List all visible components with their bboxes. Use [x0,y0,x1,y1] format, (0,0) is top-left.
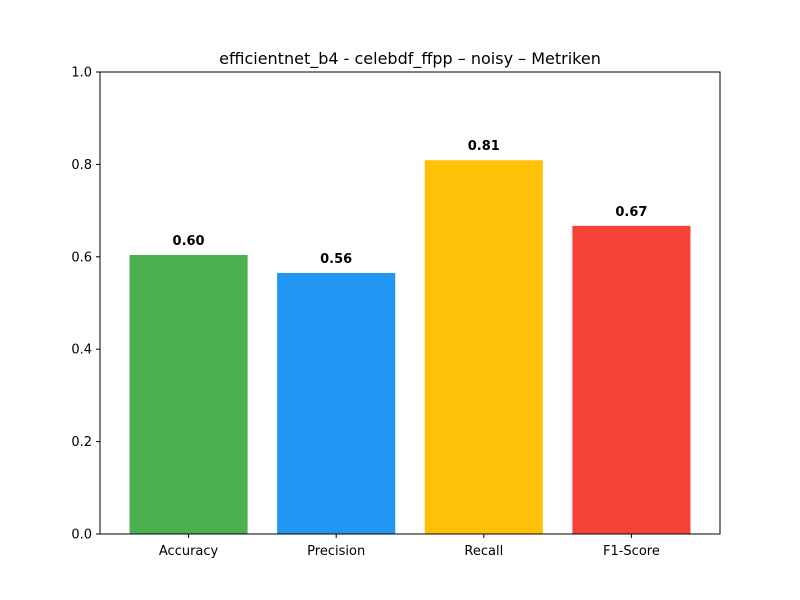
x-tick-label: F1-Score [603,544,660,559]
y-tick-label: 0.4 [71,343,92,358]
bar-recall [424,160,543,534]
bar-precision [277,272,396,534]
bar-f1-score [572,225,691,534]
x-axis: Accuracy Precision Recall F1-Score [159,534,660,559]
y-tick-label: 0.0 [71,528,92,543]
data-label: 0.81 [468,139,500,154]
bar-accuracy [129,254,248,534]
x-tick-label: Recall [464,544,503,559]
bars-group [129,160,691,534]
y-tick-label: 0.8 [71,158,92,173]
y-axis: 0.0 0.2 0.4 0.6 0.8 1.0 [71,66,100,543]
data-label: 0.67 [615,205,647,220]
data-label: 0.56 [320,252,352,267]
data-label: 0.60 [173,234,205,249]
chart-title: efficientnet_b4 - celebdf_ffpp – noisy –… [219,49,601,69]
plot-frame [99,71,721,535]
y-tick-label: 1.0 [71,66,92,81]
data-labels-group: 0.60 0.56 0.81 0.67 [173,139,648,267]
x-tick-label: Accuracy [159,544,219,559]
y-tick-label: 0.6 [71,250,92,265]
x-tick-label: Precision [307,544,365,559]
y-tick-label: 0.2 [71,435,92,450]
